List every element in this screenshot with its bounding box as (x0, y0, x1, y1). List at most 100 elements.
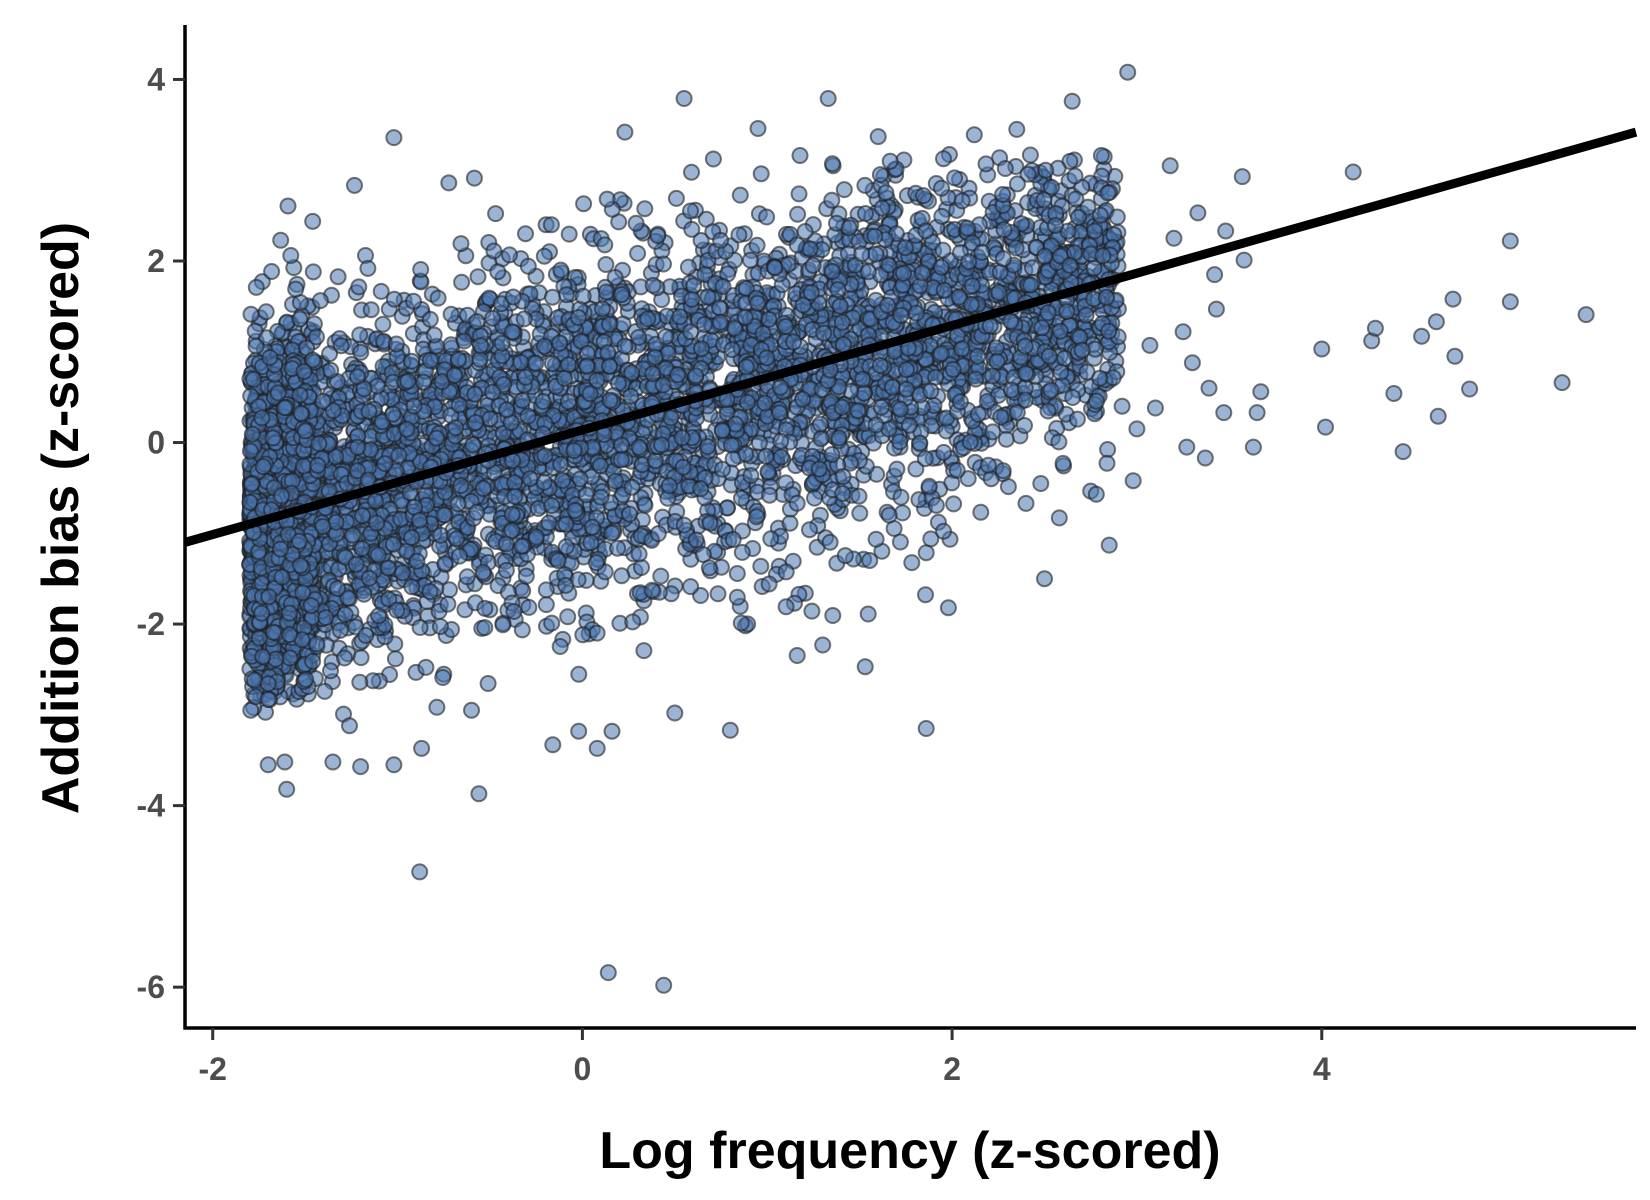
data-point (788, 647, 806, 664)
data-point (856, 176, 874, 194)
data-point (861, 552, 879, 569)
data-point (588, 624, 606, 642)
data-point (806, 489, 823, 507)
data-point (1070, 208, 1087, 226)
data-point (560, 225, 578, 243)
data-point (1021, 146, 1039, 164)
data-point (823, 191, 841, 209)
data-point (683, 220, 701, 238)
data-point (803, 602, 821, 620)
data-point (946, 169, 964, 187)
data-point (497, 561, 515, 579)
data-point (1064, 389, 1082, 406)
data-point (247, 337, 265, 355)
data-point (514, 582, 532, 600)
data-point (442, 305, 460, 323)
data-point (636, 496, 654, 514)
data-point (812, 430, 830, 448)
data-point (945, 495, 963, 513)
data-point (623, 478, 641, 496)
data-point (322, 662, 339, 680)
data-point (732, 489, 750, 507)
data-point (465, 169, 483, 187)
data-point (346, 176, 363, 194)
data-point (789, 205, 807, 223)
data-point (1050, 433, 1068, 451)
data-point (953, 192, 971, 210)
data-point (824, 607, 842, 624)
data-point (999, 478, 1017, 496)
data-point (891, 400, 909, 418)
data-point (537, 596, 555, 614)
data-point (903, 554, 921, 572)
data-point (421, 583, 439, 601)
data-point (622, 387, 640, 405)
data-point (1016, 337, 1034, 355)
data-point (263, 263, 281, 280)
data-point (487, 205, 505, 223)
data-point (613, 567, 631, 585)
data-point (948, 461, 966, 479)
data-point (652, 567, 670, 585)
data-point (469, 268, 487, 286)
data-point (728, 588, 746, 606)
data-point (811, 415, 829, 433)
data-point (682, 578, 700, 596)
data-point (917, 586, 934, 604)
data-point (535, 247, 553, 265)
data-point (593, 300, 611, 318)
data-point (758, 208, 776, 226)
data-point (304, 212, 322, 230)
data-point (606, 269, 624, 286)
data-point (984, 423, 1002, 441)
data-point (534, 393, 552, 410)
data-point (440, 174, 458, 192)
data-point (692, 232, 710, 249)
data-point (537, 581, 555, 599)
data-point (791, 147, 809, 164)
data-point (733, 543, 751, 561)
data-point (859, 605, 877, 623)
data-point (633, 559, 650, 576)
data-point (352, 343, 370, 361)
data-point (777, 563, 795, 581)
data-point (731, 186, 749, 204)
data-point (464, 436, 482, 454)
data-point (752, 165, 770, 183)
data-point (891, 433, 909, 451)
data-point (570, 665, 588, 683)
data-point (557, 286, 575, 304)
data-point (891, 533, 909, 551)
data-point (329, 268, 347, 286)
data-point (851, 504, 869, 522)
data-point (742, 467, 760, 485)
data-point (479, 675, 497, 692)
data-point (1099, 441, 1117, 458)
data-point (597, 256, 615, 273)
data-point (915, 187, 932, 205)
data-point (730, 226, 748, 244)
data-point (304, 263, 322, 281)
data-point (439, 595, 457, 613)
data-point (657, 328, 675, 346)
data-point (917, 544, 935, 562)
data-point (922, 382, 940, 400)
data-point (994, 462, 1012, 480)
data-point (485, 242, 503, 260)
data-point (682, 202, 699, 220)
data-point (996, 160, 1014, 177)
data-point (1077, 306, 1095, 324)
data-point (542, 216, 560, 234)
data-point (997, 430, 1015, 448)
data-point (760, 310, 778, 328)
data-point (543, 614, 561, 632)
data-point (871, 166, 889, 184)
data-point (655, 255, 672, 273)
data-point (513, 391, 531, 409)
data-point (494, 616, 512, 634)
data-point (350, 278, 368, 296)
data-point (790, 185, 808, 203)
data-point (505, 603, 523, 620)
data-point (649, 525, 667, 543)
